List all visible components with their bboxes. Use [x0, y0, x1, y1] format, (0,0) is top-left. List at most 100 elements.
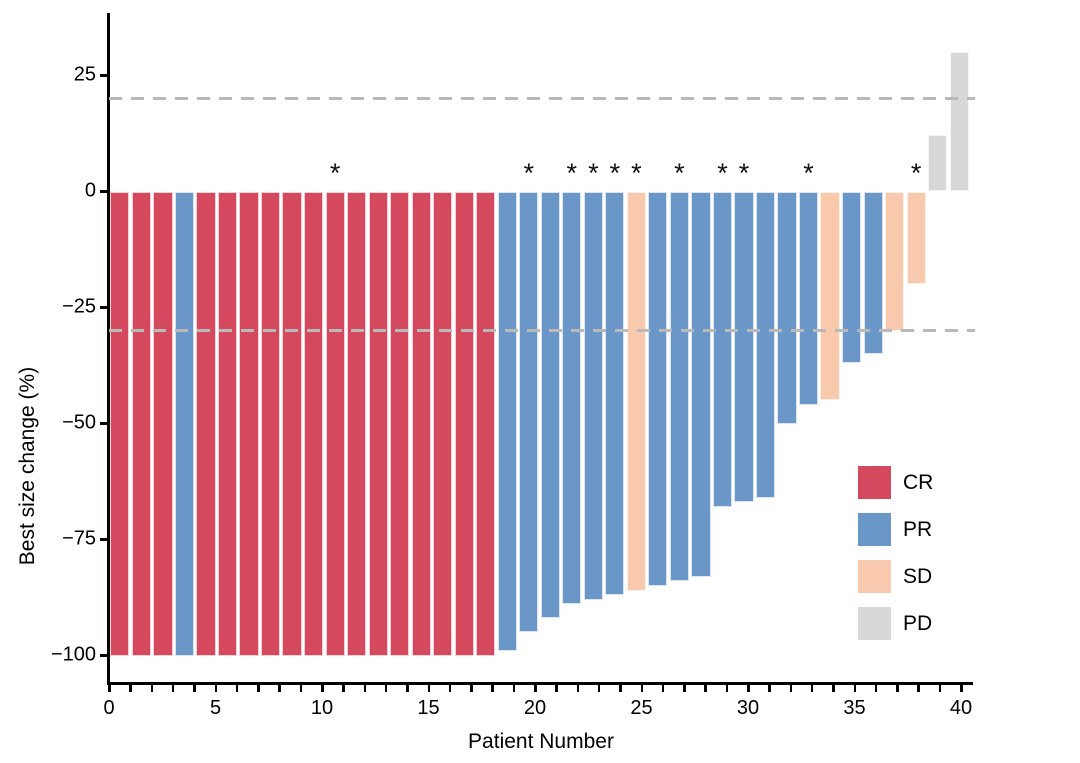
x-tick	[108, 684, 111, 692]
legend-label-sd: SD	[903, 564, 933, 588]
bar-patient-37	[885, 191, 905, 331]
x-axis-title: Patient Number	[468, 730, 614, 753]
y-tick-label: −75	[62, 527, 96, 550]
bar-patient-16	[433, 191, 453, 656]
x-tick	[874, 684, 878, 692]
significance-star-patient-11: *	[329, 158, 341, 188]
x-tick	[832, 684, 835, 692]
x-tick-label: 20	[523, 697, 547, 719]
bar-patient-20	[519, 191, 539, 633]
bar-patient-12	[347, 191, 367, 656]
bar-patient-27	[669, 191, 689, 582]
x-tick-label: 10	[310, 697, 334, 719]
bar-patient-40	[949, 51, 969, 191]
y-tick-label: −50	[62, 411, 96, 434]
significance-star-patient-20: *	[523, 158, 535, 188]
x-tick	[427, 684, 430, 692]
legend-item-pd: PD	[858, 607, 1018, 640]
legend-swatch-pr	[858, 513, 891, 546]
x-tick	[512, 684, 516, 692]
x-tick-label: 15	[417, 697, 440, 719]
significance-star-patient-22: *	[566, 158, 578, 188]
bar-patient-15	[411, 191, 431, 656]
reference-line-plus20	[109, 96, 975, 100]
x-tick	[640, 684, 643, 692]
bar-patient-8	[260, 191, 281, 656]
x-tick	[193, 684, 196, 692]
bar-patient-10	[303, 191, 324, 656]
bar-patient-21	[540, 191, 560, 619]
bar-patient-31	[755, 191, 776, 498]
x-tick	[406, 684, 409, 692]
bar-patient-2	[131, 191, 151, 656]
bar-patient-9	[282, 191, 302, 656]
bar-patient-22	[562, 191, 582, 605]
x-tick	[576, 684, 580, 692]
legend-item-cr: CR	[858, 466, 1018, 499]
y-tick-label: 0	[84, 179, 96, 202]
x-tick-label: 30	[736, 697, 760, 719]
x-axis-line	[107, 682, 973, 685]
x-tick	[299, 684, 303, 692]
reference-line-minus30	[109, 328, 975, 332]
bar-patient-3	[153, 191, 173, 656]
bar-patient-34	[820, 191, 840, 401]
y-tick	[100, 538, 107, 541]
bar-patient-13	[368, 191, 388, 656]
x-tick	[321, 684, 324, 692]
bar-patient-32	[777, 191, 797, 424]
y-tick	[100, 74, 107, 77]
y-tick-label: 25	[73, 63, 96, 86]
x-tick	[342, 684, 345, 692]
x-tick	[278, 684, 281, 692]
x-tick-label: 40	[949, 697, 973, 719]
x-tick	[534, 684, 537, 692]
significance-star-patient-27: *	[674, 158, 685, 188]
x-tick	[171, 684, 175, 692]
bar-patient-30	[734, 191, 754, 503]
x-tick	[938, 684, 942, 692]
bar-patient-14	[390, 191, 410, 656]
bar-patient-24	[605, 191, 625, 596]
x-tick	[384, 684, 388, 692]
bar-patient-29	[712, 191, 733, 508]
x-tick	[363, 684, 367, 692]
significance-star-patient-24: *	[609, 158, 621, 188]
bar-patient-4	[174, 191, 195, 656]
x-tick	[810, 684, 814, 692]
y-tick	[100, 422, 107, 425]
bar-patient-5	[196, 191, 216, 656]
y-tick-label: −25	[62, 295, 96, 318]
bar-patient-26	[648, 191, 668, 586]
significance-star-patient-38: *	[910, 158, 922, 188]
x-tick-label: 0	[103, 697, 115, 719]
x-tick	[555, 684, 558, 692]
bar-patient-1	[110, 191, 130, 656]
x-tick	[917, 684, 920, 692]
x-tick	[683, 684, 686, 692]
legend-item-pr: PR	[858, 513, 1018, 546]
x-tick	[491, 684, 494, 692]
bar-patient-36	[863, 191, 883, 354]
x-tick	[853, 684, 856, 692]
bar-patient-7	[239, 191, 259, 656]
x-tick	[597, 684, 601, 692]
y-tick	[100, 654, 107, 657]
bar-patient-23	[583, 191, 603, 600]
x-tick	[725, 684, 729, 692]
x-tick-label: 35	[843, 697, 866, 719]
legend: CR PR SD PD	[858, 466, 1018, 646]
legend-swatch-sd	[858, 560, 891, 593]
legend-label-pr: PR	[903, 517, 933, 541]
x-tick	[448, 684, 452, 692]
x-tick	[129, 684, 132, 692]
x-tick	[960, 684, 963, 692]
bar-patient-38	[906, 191, 926, 285]
y-tick	[100, 306, 107, 309]
y-tick-label: −100	[50, 643, 96, 666]
bar-patient-18	[476, 191, 496, 656]
x-tick	[470, 684, 473, 692]
y-axis-line	[107, 13, 110, 683]
x-tick	[235, 684, 239, 692]
x-tick	[661, 684, 665, 692]
